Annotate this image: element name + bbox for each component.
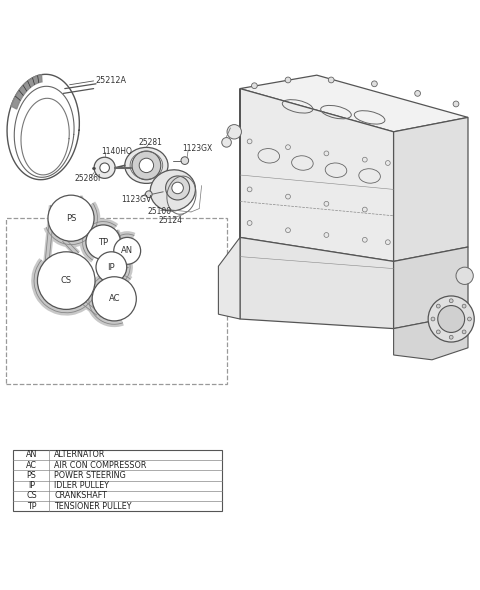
Circle shape: [324, 201, 329, 206]
Text: IDLER PULLEY: IDLER PULLEY: [54, 481, 109, 490]
Text: TP: TP: [98, 238, 108, 247]
Text: 25100: 25100: [148, 206, 172, 215]
Circle shape: [385, 160, 390, 165]
Text: POWER STEERING: POWER STEERING: [54, 471, 126, 480]
Text: AN: AN: [26, 450, 37, 459]
Polygon shape: [240, 75, 468, 132]
Polygon shape: [394, 117, 468, 261]
Circle shape: [436, 304, 440, 308]
Circle shape: [247, 139, 252, 144]
Circle shape: [94, 158, 115, 178]
Text: 25281: 25281: [138, 138, 162, 147]
FancyBboxPatch shape: [6, 218, 227, 384]
Polygon shape: [11, 75, 42, 109]
Text: PS: PS: [66, 214, 76, 222]
Circle shape: [436, 330, 440, 334]
Circle shape: [415, 90, 420, 96]
Polygon shape: [394, 247, 468, 329]
Text: 1140HO: 1140HO: [101, 146, 132, 156]
Circle shape: [86, 225, 120, 260]
Text: CS: CS: [26, 491, 37, 500]
Circle shape: [324, 232, 329, 237]
Text: AC: AC: [108, 294, 120, 303]
Circle shape: [372, 81, 377, 87]
Text: 1123GV: 1123GV: [121, 195, 151, 204]
Circle shape: [132, 151, 161, 180]
Circle shape: [139, 158, 154, 173]
Circle shape: [462, 304, 466, 308]
Circle shape: [247, 221, 252, 225]
FancyBboxPatch shape: [13, 450, 222, 512]
Text: TP: TP: [27, 502, 36, 511]
Text: ALTERNATOR: ALTERNATOR: [54, 450, 106, 459]
Text: IP: IP: [28, 481, 35, 490]
Circle shape: [431, 317, 435, 321]
Text: IP: IP: [108, 263, 115, 271]
Circle shape: [252, 83, 257, 88]
Circle shape: [456, 267, 473, 284]
Text: CRANKSHAFT: CRANKSHAFT: [54, 491, 107, 500]
Circle shape: [227, 124, 241, 139]
Text: TENSIONER PULLEY: TENSIONER PULLEY: [54, 502, 132, 511]
Circle shape: [181, 157, 189, 165]
Circle shape: [166, 176, 190, 200]
Circle shape: [385, 240, 390, 245]
Circle shape: [453, 101, 459, 107]
Text: 1123GX: 1123GX: [182, 144, 213, 153]
Text: 25212A: 25212A: [95, 77, 126, 86]
Circle shape: [172, 182, 183, 194]
Text: PS: PS: [26, 471, 36, 480]
Circle shape: [114, 237, 141, 264]
Circle shape: [362, 158, 367, 162]
Circle shape: [438, 306, 465, 332]
Circle shape: [286, 228, 290, 232]
Polygon shape: [218, 88, 240, 319]
Text: 25124: 25124: [158, 215, 182, 225]
Text: CS: CS: [60, 276, 72, 285]
Circle shape: [428, 296, 474, 342]
Circle shape: [37, 252, 95, 309]
Circle shape: [468, 317, 471, 321]
Circle shape: [100, 163, 109, 173]
Circle shape: [222, 137, 231, 147]
Circle shape: [145, 191, 152, 198]
Circle shape: [362, 237, 367, 242]
Circle shape: [449, 335, 453, 339]
Polygon shape: [240, 237, 394, 329]
Circle shape: [96, 252, 127, 283]
Ellipse shape: [150, 170, 195, 211]
Text: AC: AC: [26, 461, 37, 470]
Ellipse shape: [125, 148, 168, 183]
Circle shape: [324, 151, 329, 156]
Circle shape: [449, 299, 453, 303]
Circle shape: [328, 77, 334, 83]
Text: AN: AN: [121, 247, 133, 255]
Circle shape: [48, 195, 94, 241]
Circle shape: [286, 194, 290, 199]
Polygon shape: [240, 88, 394, 261]
Circle shape: [362, 207, 367, 212]
Circle shape: [247, 187, 252, 192]
Text: 25286I: 25286I: [74, 174, 101, 183]
Polygon shape: [394, 314, 468, 360]
Circle shape: [462, 330, 466, 334]
Circle shape: [285, 77, 291, 83]
Circle shape: [92, 277, 136, 321]
Circle shape: [286, 145, 290, 149]
Text: AIR CON COMPRESSOR: AIR CON COMPRESSOR: [54, 461, 146, 470]
